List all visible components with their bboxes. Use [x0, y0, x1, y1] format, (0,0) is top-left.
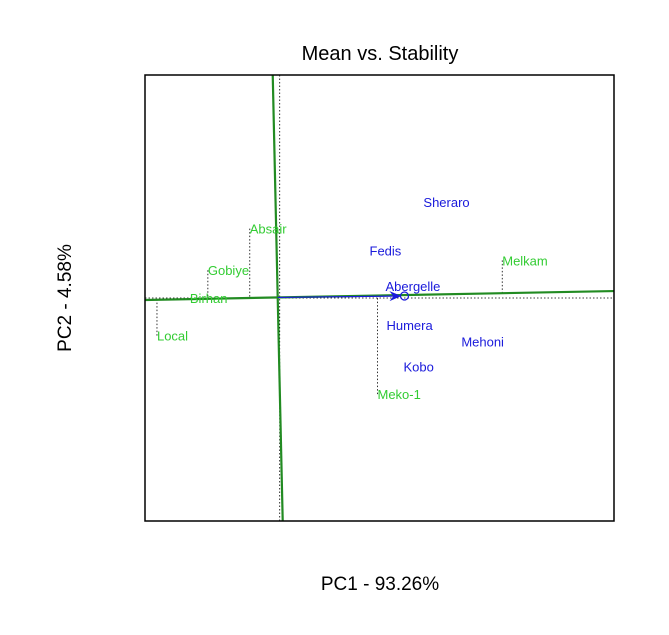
y-axis-label: PC2 - 4.58%	[55, 244, 76, 352]
genotype-label-0: Absair	[250, 222, 288, 237]
environment-label-2: Abergelle	[385, 279, 440, 294]
environment-label-0: Sheraro	[423, 195, 469, 210]
plot-frame	[144, 74, 615, 522]
genotype-label-4: Meko-1	[378, 387, 421, 402]
genotype-label-3: Local	[157, 329, 188, 344]
x-axis-label: PC1 - 93.26%	[321, 574, 439, 595]
environment-label-3: Humera	[386, 318, 433, 333]
environment-label-5: Kobo	[403, 359, 433, 374]
aec-abscissa-line	[145, 289, 614, 302]
genotype-label-2: Birhan	[190, 291, 228, 306]
average-environment-marker	[399, 291, 410, 301]
environment-label-4: Mehoni	[461, 335, 504, 350]
genotype-label-1: Gobiye	[208, 263, 249, 278]
aec-ordinate-line	[271, 75, 284, 521]
average-environment-arrow	[277, 291, 402, 302]
genotype-label-5: Melkam	[502, 253, 548, 268]
chart-title: Mean vs. Stability	[302, 43, 459, 65]
plot-area: Absair Gobiye Birhan Local Meko-1 Melkam Shera…	[145, 75, 614, 521]
environment-label-1: Fedis	[370, 243, 402, 258]
